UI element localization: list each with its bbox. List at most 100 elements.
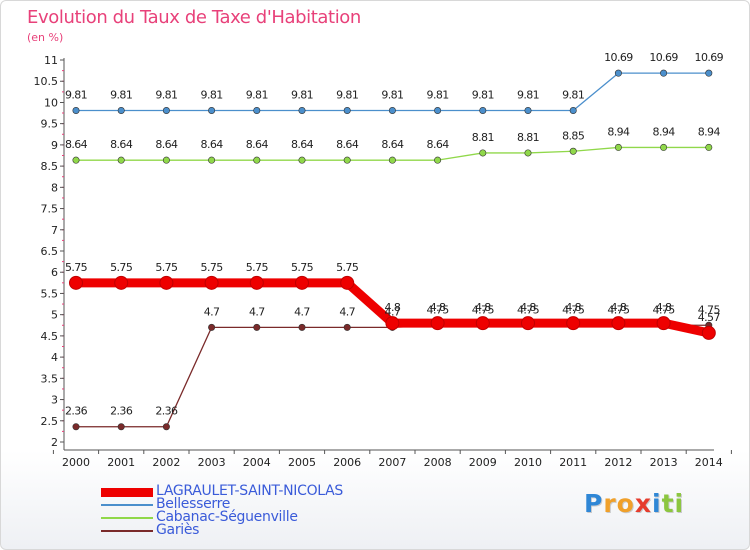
- y-tick-label: 6: [51, 266, 58, 279]
- data-label-0: 4.8: [430, 301, 446, 314]
- data-label-1: 9.81: [517, 89, 539, 102]
- legend-label: Gariès: [156, 522, 200, 538]
- data-label-0: 5.75: [65, 261, 88, 274]
- data-label-2: 8.64: [155, 138, 178, 151]
- x-tick-label: 2009: [469, 456, 497, 469]
- data-point-0: [566, 316, 581, 331]
- y-tick-label: 4: [51, 351, 58, 364]
- data-point-3: [298, 323, 306, 331]
- data-label-3: 4.75: [562, 303, 585, 316]
- x-tick-label: 2011: [559, 456, 587, 469]
- y-tick-label: 8.5: [41, 160, 59, 173]
- data-point-1: [614, 69, 622, 77]
- data-label-2: 8.81: [517, 131, 539, 144]
- data-label-1: 10.69: [695, 51, 724, 64]
- data-label-1: 9.81: [562, 89, 584, 102]
- y-tick-label: 3.5: [41, 372, 59, 385]
- y-tick-label: 6.5: [41, 245, 59, 258]
- data-label-1: 9.81: [246, 89, 268, 102]
- data-label-3: 4.75: [517, 303, 540, 316]
- logo-letter: P: [584, 489, 604, 518]
- x-tick-label: 2001: [107, 456, 135, 469]
- data-label-1: 9.81: [291, 89, 313, 102]
- logo-letter: t: [661, 489, 675, 518]
- data-point-1: [343, 107, 351, 115]
- logo-letter: i: [652, 489, 662, 518]
- data-label-1: 9.81: [427, 89, 449, 102]
- y-tick-label: 5: [51, 309, 58, 322]
- data-label-3: 2.36: [65, 405, 88, 418]
- x-tick-label: 2007: [378, 456, 406, 469]
- data-label-0: 5.75: [201, 261, 224, 274]
- x-tick-label: 2004: [243, 456, 271, 469]
- data-label-2: 8.81: [472, 131, 494, 144]
- data-point-2: [614, 143, 622, 151]
- x-tick-label: 2003: [198, 456, 226, 469]
- data-label-2: 8.64: [201, 138, 224, 151]
- data-point-0: [475, 316, 490, 331]
- data-point-0: [295, 275, 309, 290]
- data-label-0: 5.75: [291, 261, 314, 274]
- data-label-1: 9.81: [472, 89, 494, 102]
- data-label-2: 8.64: [110, 138, 133, 151]
- x-tick-label: 2013: [650, 456, 678, 469]
- x-tick-label: 2005: [288, 456, 316, 469]
- legend-label: Bellesserre: [156, 496, 231, 512]
- data-label-2: 8.85: [562, 129, 585, 142]
- data-label-2: 8.64: [381, 138, 404, 151]
- data-point-1: [208, 107, 216, 115]
- data-label-1: 9.81: [201, 89, 223, 102]
- data-point-1: [569, 107, 577, 115]
- data-label-0: 4.8: [565, 301, 581, 314]
- x-tick-label: 2008: [424, 456, 452, 469]
- data-point-3: [162, 423, 170, 431]
- proxiti-logo: Proxiti: [584, 489, 684, 518]
- legend-swatch: [101, 517, 153, 519]
- data-label-3: 2.36: [110, 405, 133, 418]
- data-point-0: [249, 275, 264, 290]
- data-point-1: [253, 107, 261, 115]
- data-point-2: [434, 156, 442, 164]
- data-label-0: 4.8: [611, 301, 627, 314]
- data-label-0: 5.75: [110, 261, 133, 274]
- y-tick-label: 11: [44, 54, 58, 67]
- data-label-2: 8.64: [65, 138, 88, 151]
- data-label-1: 9.81: [336, 89, 358, 102]
- data-label-2: 8.94: [607, 125, 630, 138]
- data-label-2: 8.64: [291, 138, 314, 151]
- logo-letter: x: [634, 489, 652, 518]
- data-label-0: 4.8: [520, 301, 536, 314]
- data-label-0: 5.75: [155, 261, 178, 274]
- data-label-3: 4.7: [294, 305, 310, 318]
- legend-swatch: [101, 488, 153, 497]
- data-label-3: 4.75: [427, 303, 450, 316]
- data-label-3: 4.75: [472, 303, 495, 316]
- data-point-0: [340, 275, 355, 290]
- data-point-2: [298, 156, 306, 164]
- y-tick-label: 7.5: [41, 203, 59, 216]
- x-tick-label: 2010: [514, 456, 542, 469]
- data-point-2: [343, 156, 351, 164]
- data-point-1: [117, 107, 125, 115]
- data-label-3: 4.7: [385, 305, 401, 318]
- data-point-2: [479, 149, 487, 157]
- data-label-1: 9.81: [110, 89, 132, 102]
- data-label-3: 4.75: [607, 303, 630, 316]
- data-point-1: [705, 69, 713, 77]
- data-point-3: [117, 423, 125, 431]
- data-label-1: 9.81: [65, 89, 87, 102]
- y-tick-label: 2.5: [41, 415, 59, 428]
- x-tick-label: 2012: [604, 456, 632, 469]
- data-label-3: 4.75: [653, 303, 676, 316]
- data-label-2: 8.94: [653, 125, 676, 138]
- chart-title: Evolution du Taux de Taxe d'Habitation: [27, 7, 361, 28]
- y-tick-label: 9.5: [41, 118, 59, 131]
- data-label-1: 10.69: [649, 51, 678, 64]
- data-label-3: 4.7: [249, 305, 265, 318]
- data-point-0: [69, 275, 83, 290]
- logo-letter: o: [616, 489, 635, 518]
- data-point-2: [72, 156, 80, 164]
- data-point-0: [430, 316, 445, 331]
- data-point-0: [159, 275, 174, 290]
- data-label-0: 5.75: [336, 261, 359, 274]
